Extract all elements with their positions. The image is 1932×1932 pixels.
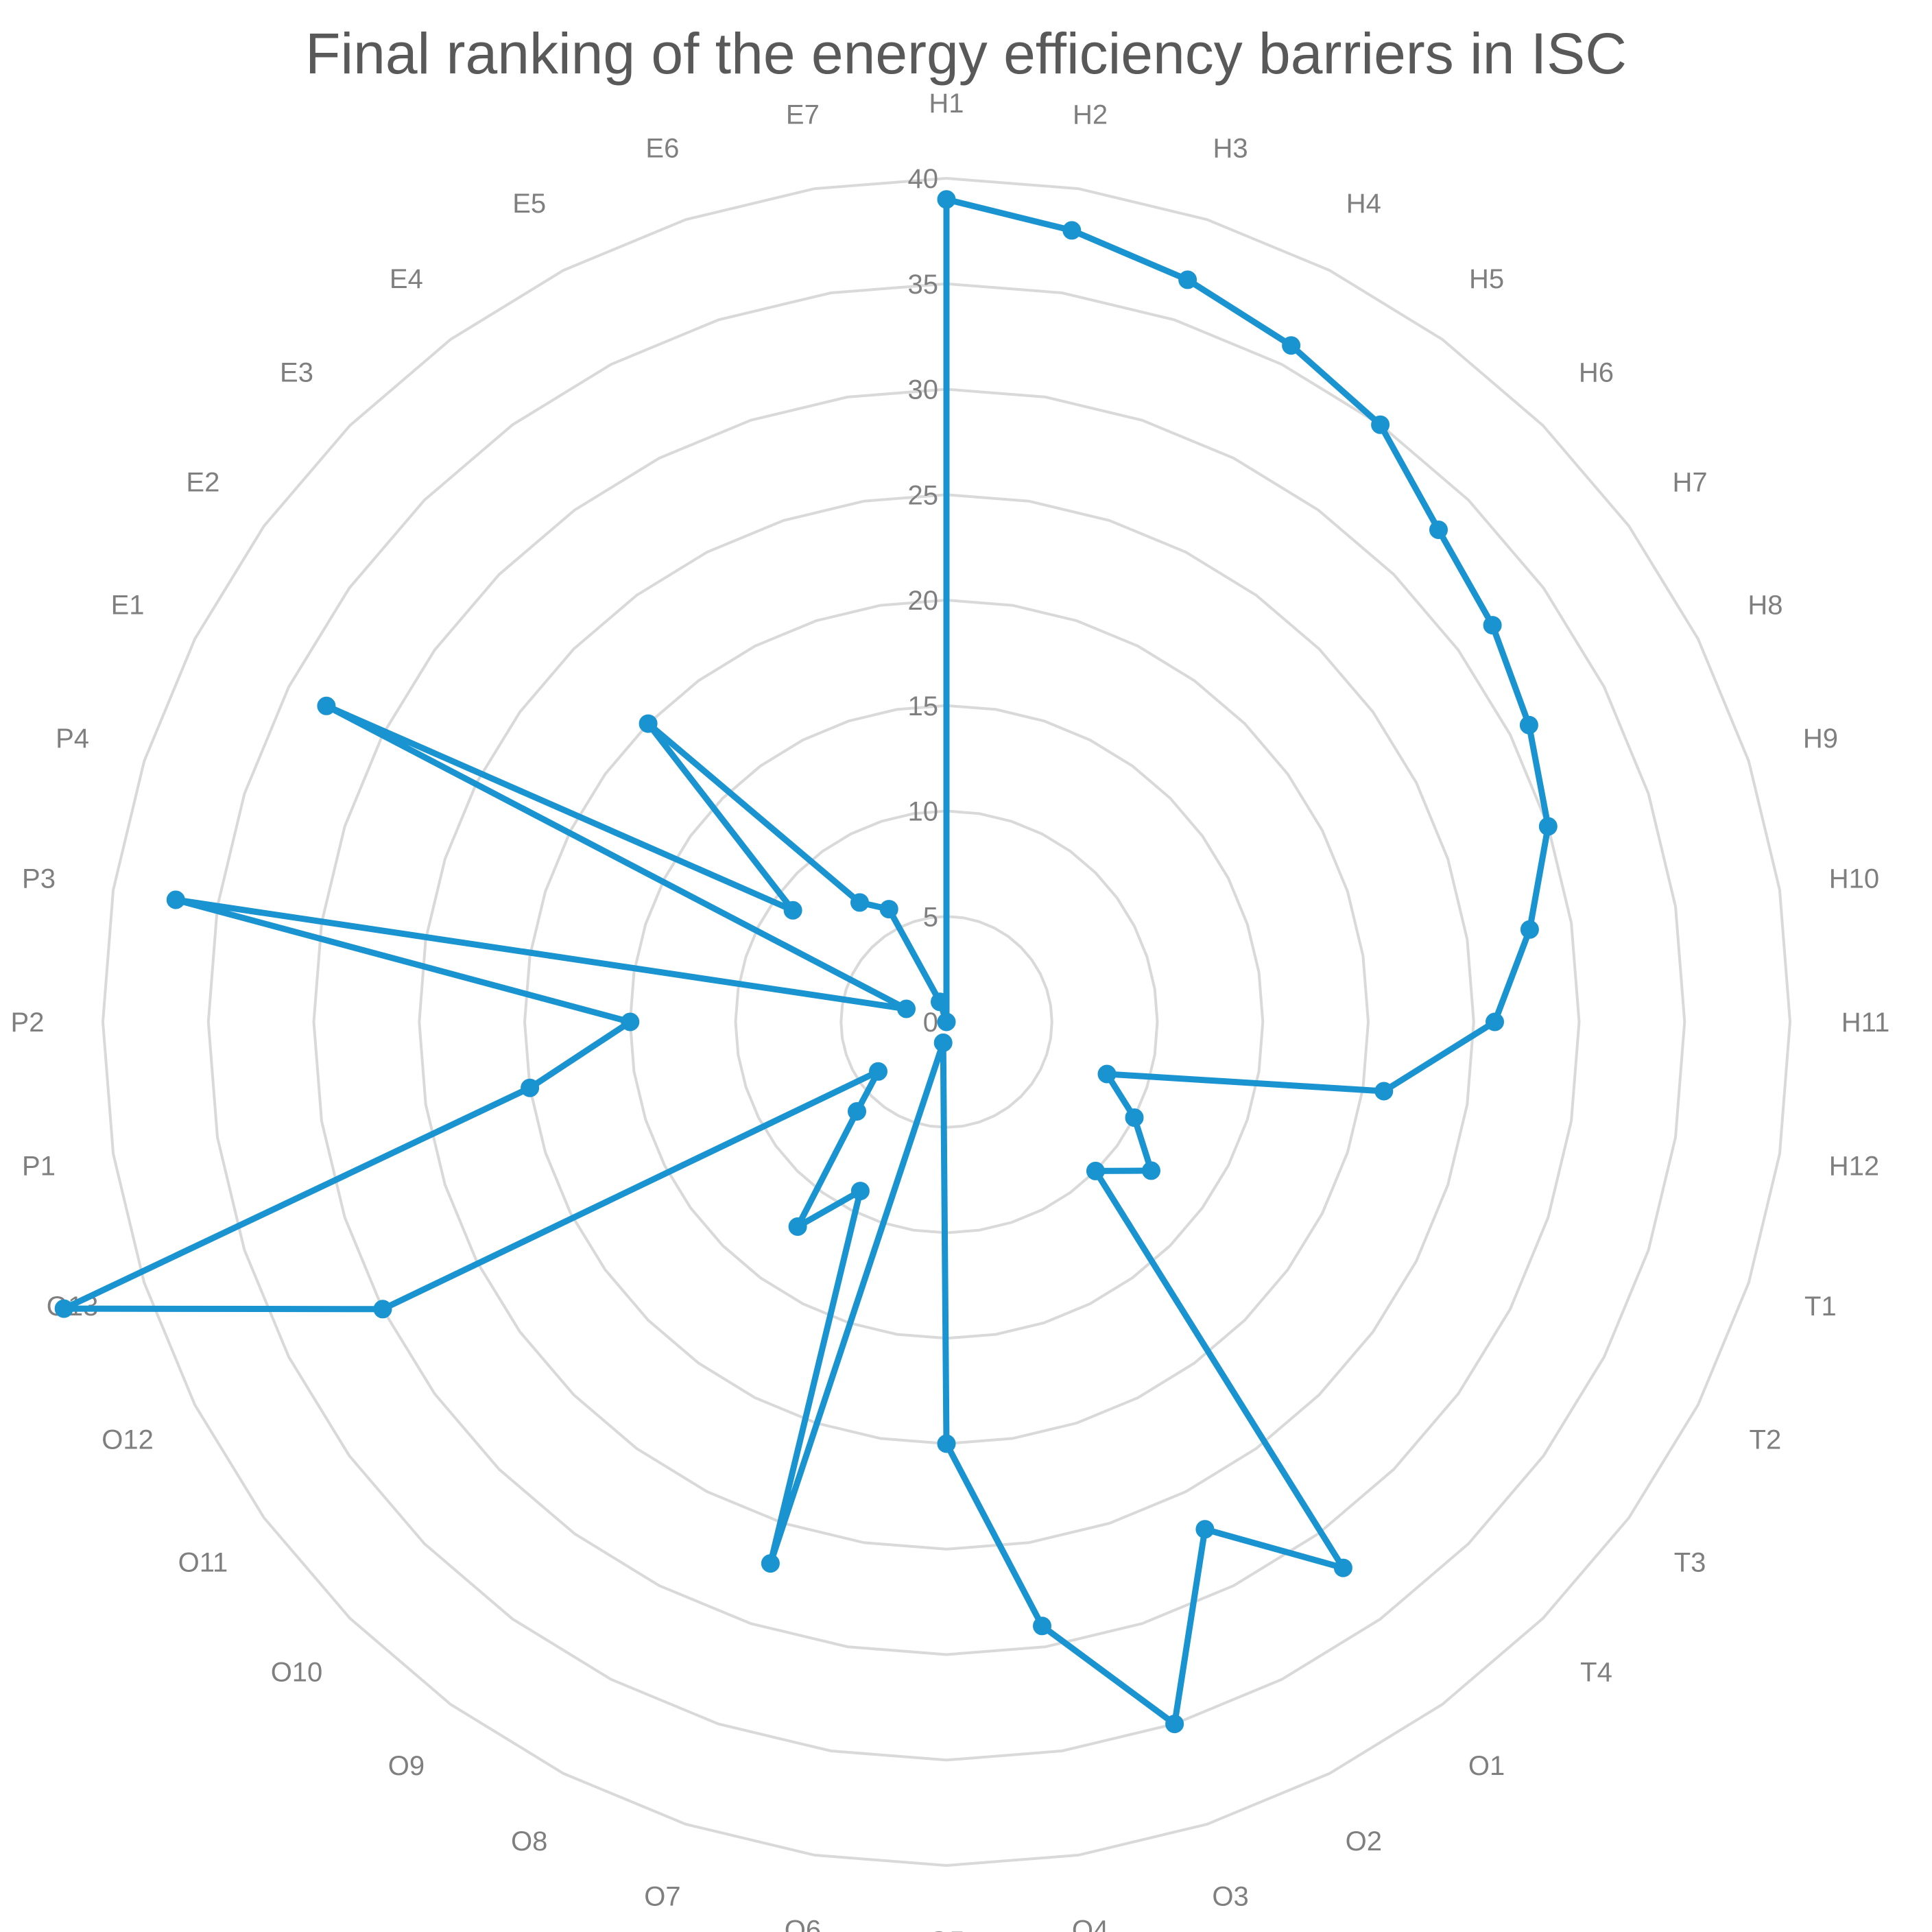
category-label-e1: E1 xyxy=(111,591,145,621)
data-point-h12 xyxy=(1374,1082,1394,1101)
category-label-t1: T1 xyxy=(1804,1291,1837,1322)
data-point-o6 xyxy=(933,1033,953,1052)
data-point-o13 xyxy=(54,1299,73,1318)
category-label-o5: O5 xyxy=(928,1927,964,1932)
data-point-o11 xyxy=(869,1062,887,1081)
category-label-e6: E6 xyxy=(645,134,679,164)
grid-ring-5 xyxy=(418,493,1475,1551)
data-point-h8 xyxy=(1519,715,1538,735)
data-point-o1 xyxy=(1333,1558,1352,1577)
category-label-o9: O9 xyxy=(388,1751,425,1781)
category-label-h3: H3 xyxy=(1213,134,1248,164)
data-point-p4 xyxy=(897,999,916,1018)
data-point-o8 xyxy=(850,1182,870,1201)
category-label-h10: H10 xyxy=(1829,863,1879,894)
data-point-o5 xyxy=(937,1434,956,1453)
category-label-h4: H4 xyxy=(1346,189,1381,219)
grid-ring-8 xyxy=(101,176,1792,1868)
data-point-e3 xyxy=(639,714,658,733)
data-point-h1 xyxy=(937,190,956,209)
category-label-p1: P1 xyxy=(22,1152,56,1182)
category-label-o7: O7 xyxy=(644,1881,680,1911)
data-point-e5 xyxy=(879,900,898,919)
category-label-o10: O10 xyxy=(271,1658,323,1688)
category-label-o6: O6 xyxy=(785,1916,821,1932)
category-label-t2: T2 xyxy=(1750,1424,1782,1455)
data-point-o3 xyxy=(1165,1715,1184,1734)
category-label-p3: P3 xyxy=(22,863,56,894)
data-point-e2 xyxy=(783,901,802,920)
data-point-o12 xyxy=(373,1300,392,1319)
data-point-e7 xyxy=(937,1012,956,1031)
category-label-e7: E7 xyxy=(786,100,820,130)
tick-label-30: 30 xyxy=(908,375,939,405)
tick-label-35: 35 xyxy=(908,270,939,300)
category-label-h2: H2 xyxy=(1073,100,1108,130)
category-label-h9: H9 xyxy=(1803,724,1838,754)
tick-label-25: 25 xyxy=(908,480,939,510)
data-point-t1 xyxy=(1097,1064,1117,1084)
data-point-h11 xyxy=(1486,1012,1504,1031)
tick-label-0: 0 xyxy=(923,1007,938,1038)
category-label-e5: E5 xyxy=(512,189,546,219)
category-label-h12: H12 xyxy=(1829,1152,1879,1182)
category-label-o12: O12 xyxy=(102,1424,154,1455)
category-label-p2: P2 xyxy=(11,1007,45,1038)
category-label-e4: E4 xyxy=(390,264,423,294)
category-label-h7: H7 xyxy=(1673,467,1708,497)
category-label-h8: H8 xyxy=(1748,591,1782,621)
data-point-h2 xyxy=(1062,221,1082,240)
category-label-o2: O2 xyxy=(1346,1826,1382,1857)
data-point-e1 xyxy=(317,696,336,715)
data-point-h5 xyxy=(1371,415,1390,434)
category-label-e2: E2 xyxy=(186,467,219,497)
data-point-p2 xyxy=(621,1012,640,1031)
grid-ring-6 xyxy=(312,387,1581,1656)
tick-label-10: 10 xyxy=(908,797,939,827)
category-label-o4: O4 xyxy=(1072,1916,1108,1932)
data-point-o2 xyxy=(1195,1520,1215,1539)
category-label-o11: O11 xyxy=(178,1548,228,1578)
data-point-h6 xyxy=(1429,521,1448,539)
tick-label-5: 5 xyxy=(923,902,938,932)
series-line-0 xyxy=(60,196,1551,1728)
data-point-t2 xyxy=(1125,1108,1144,1128)
category-label-o3: O3 xyxy=(1212,1881,1248,1911)
category-label-h5: H5 xyxy=(1469,264,1504,294)
category-label-o1: O1 xyxy=(1468,1751,1505,1781)
data-point-h9 xyxy=(1538,817,1558,836)
tick-label-40: 40 xyxy=(908,164,939,194)
data-point-p3 xyxy=(166,890,185,909)
data-point-h10 xyxy=(1520,920,1539,939)
category-label-h1: H1 xyxy=(929,88,964,119)
category-label-h6: H6 xyxy=(1579,358,1614,388)
chart-title: Final ranking of the energy efficiency b… xyxy=(305,21,1627,86)
data-point-h7 xyxy=(1483,616,1502,635)
radial-axis-ticks: 0 5 10 15 20 25 30 35 40 xyxy=(908,164,939,1038)
data-point-e6 xyxy=(931,992,949,1012)
category-label-e3: E3 xyxy=(280,358,313,388)
data-point-o4 xyxy=(1033,1617,1051,1636)
data-point-t4 xyxy=(1086,1161,1105,1180)
data-point-h4 xyxy=(1282,336,1301,355)
category-label-h11: H11 xyxy=(1841,1007,1889,1038)
data-point-e4 xyxy=(850,893,869,912)
category-label-t4: T4 xyxy=(1580,1658,1612,1688)
data-point-o9 xyxy=(788,1217,807,1236)
series-layer xyxy=(54,190,1558,1734)
category-label-t3: T3 xyxy=(1674,1548,1706,1578)
data-point-o7 xyxy=(761,1554,780,1573)
tick-label-20: 20 xyxy=(908,586,939,616)
category-labels: H1 H2 H3 H4 H5 H6 H7 H8 H9 H10 H11 H12 T1 T2 T3 T4 O1 O2 O… xyxy=(11,88,1890,1932)
data-point-o10 xyxy=(848,1102,866,1121)
grid-ring-7 xyxy=(206,282,1686,1762)
tick-label-15: 15 xyxy=(908,691,939,721)
data-point-p1 xyxy=(521,1078,540,1097)
category-label-o8: O8 xyxy=(511,1826,547,1857)
data-point-t3 xyxy=(1142,1161,1160,1180)
data-point-h3 xyxy=(1178,270,1197,289)
category-label-p4: P4 xyxy=(56,724,89,754)
